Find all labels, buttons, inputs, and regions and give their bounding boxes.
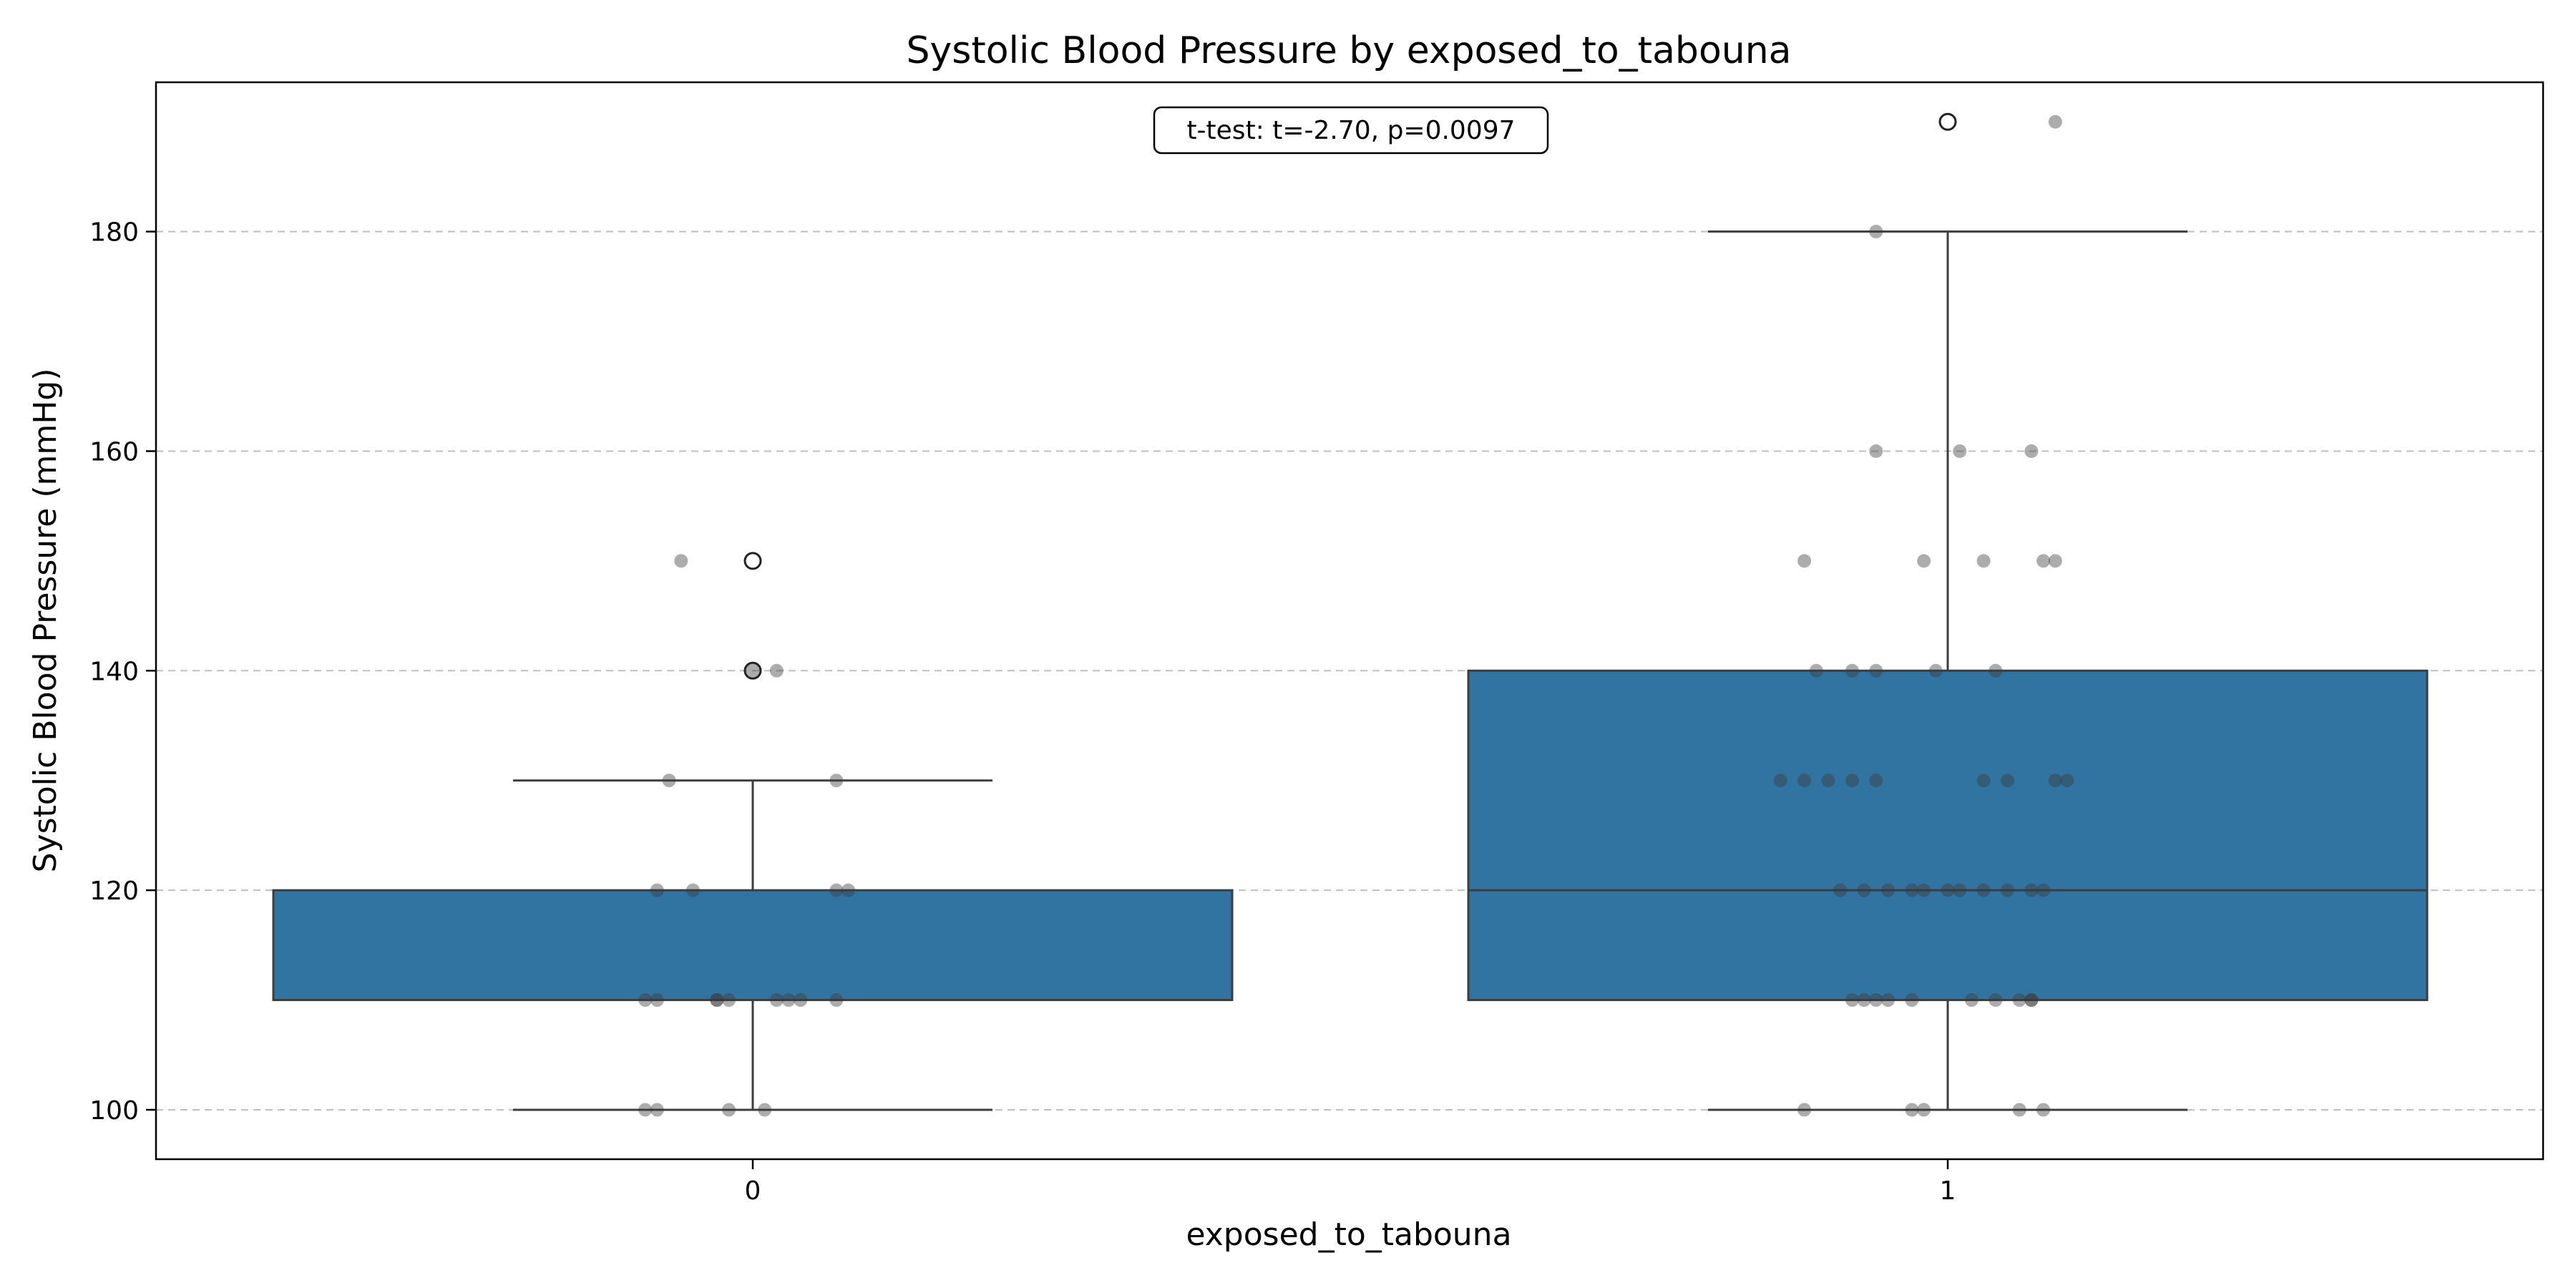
data-point — [650, 993, 664, 1008]
data-point — [2024, 993, 2039, 1008]
data-point — [2036, 554, 2051, 568]
x-axis-label: exposed_to_tabouna — [1186, 1216, 1511, 1253]
data-point — [1941, 883, 1955, 897]
plot-frame — [155, 81, 2545, 1161]
data-point — [769, 993, 784, 1008]
data-point — [1964, 993, 1979, 1008]
data-point — [1917, 883, 1931, 897]
data-point — [781, 993, 796, 1008]
data-point — [1928, 663, 1943, 678]
data-point — [1881, 993, 1895, 1008]
data-point — [1953, 444, 1967, 458]
data-point — [1797, 554, 1812, 568]
y-tick-label: 160 — [89, 437, 139, 467]
data-point — [746, 663, 760, 678]
data-point — [2024, 883, 2039, 897]
data-point — [2060, 774, 2074, 788]
x-tick-label: 1 — [1940, 1176, 1956, 1206]
data-point — [2036, 883, 2051, 897]
data-point — [1917, 1103, 1931, 1117]
data-point — [710, 993, 724, 1008]
data-point — [1869, 225, 1883, 239]
data-point — [841, 883, 856, 897]
data-point — [769, 663, 784, 678]
data-point — [1905, 993, 1919, 1008]
data-point — [2048, 554, 2062, 568]
outlier-point — [743, 552, 762, 570]
y-tick-label: 180 — [89, 218, 139, 248]
data-point — [1797, 774, 1812, 788]
data-point — [674, 554, 688, 568]
data-point — [829, 883, 844, 897]
outlier-point — [743, 661, 762, 680]
data-point — [2001, 774, 2014, 788]
data-point — [1773, 774, 1787, 788]
data-point — [829, 993, 844, 1008]
data-point — [2024, 444, 2039, 458]
data-point — [1869, 444, 1883, 458]
data-point — [650, 1103, 664, 1117]
data-point — [2001, 883, 2014, 897]
data-point — [1869, 663, 1883, 678]
box-iqr — [272, 889, 1234, 1002]
data-point — [1905, 1103, 1919, 1117]
data-point — [1821, 774, 1835, 788]
box-category-1 — [1467, 112, 2429, 1111]
y-tick-label: 120 — [89, 877, 139, 906]
box-iqr — [1467, 669, 2429, 1002]
t-test-annotation-text: t-test: t=-2.70, p=0.0097 — [1186, 116, 1515, 145]
data-point — [1917, 554, 1931, 568]
data-point — [758, 1103, 772, 1117]
y-axis-ticks: 100 120 140 160 180 — [89, 218, 156, 1126]
data-point — [1809, 663, 1823, 678]
data-point — [2012, 993, 2026, 1008]
data-point — [1857, 993, 1871, 1008]
data-point — [2024, 993, 2039, 1008]
y-axis-label: Systolic Blood Pressure (mmHg) — [27, 369, 64, 873]
data-point — [686, 883, 700, 897]
data-point — [710, 993, 724, 1008]
data-point — [1989, 993, 2003, 1008]
data-point — [2036, 1103, 2051, 1117]
y-tick-label: 100 — [89, 1096, 139, 1126]
data-point — [829, 774, 844, 788]
data-point — [722, 993, 736, 1008]
data-point — [1869, 774, 1883, 788]
data-point — [638, 993, 653, 1008]
data-point — [1869, 993, 1883, 1008]
data-point — [794, 993, 808, 1008]
data-point — [1845, 774, 1859, 788]
y-tick-label: 140 — [89, 657, 139, 686]
t-test-annotation: t-test: t=-2.70, p=0.0097 — [1153, 106, 1549, 155]
data-point — [1976, 774, 1991, 788]
data-point — [2012, 1103, 2026, 1117]
data-point — [1797, 1103, 1812, 1117]
outlier-point — [1938, 112, 1957, 131]
box-group — [272, 112, 2429, 1111]
data-point — [638, 1103, 653, 1117]
data-point — [722, 1103, 736, 1117]
data-point — [1845, 993, 1859, 1008]
data-point — [2048, 774, 2062, 788]
data-point — [1976, 554, 1991, 568]
data-point — [650, 883, 664, 897]
data-point — [1905, 883, 1919, 897]
data-point — [2048, 114, 2062, 129]
data-point — [1976, 883, 1991, 897]
data-point — [1857, 883, 1871, 897]
data-point — [1953, 883, 1967, 897]
box-category-0 — [272, 552, 1234, 1111]
data-point — [1833, 883, 1848, 897]
data-point — [662, 774, 676, 788]
chart-title: Systolic Blood Pressure by exposed_to_ta… — [906, 29, 1791, 72]
strip-points — [638, 114, 2074, 1117]
data-point — [1989, 663, 2003, 678]
data-point — [1881, 883, 1895, 897]
x-tick-label: 0 — [745, 1176, 761, 1206]
data-point — [1845, 663, 1859, 678]
